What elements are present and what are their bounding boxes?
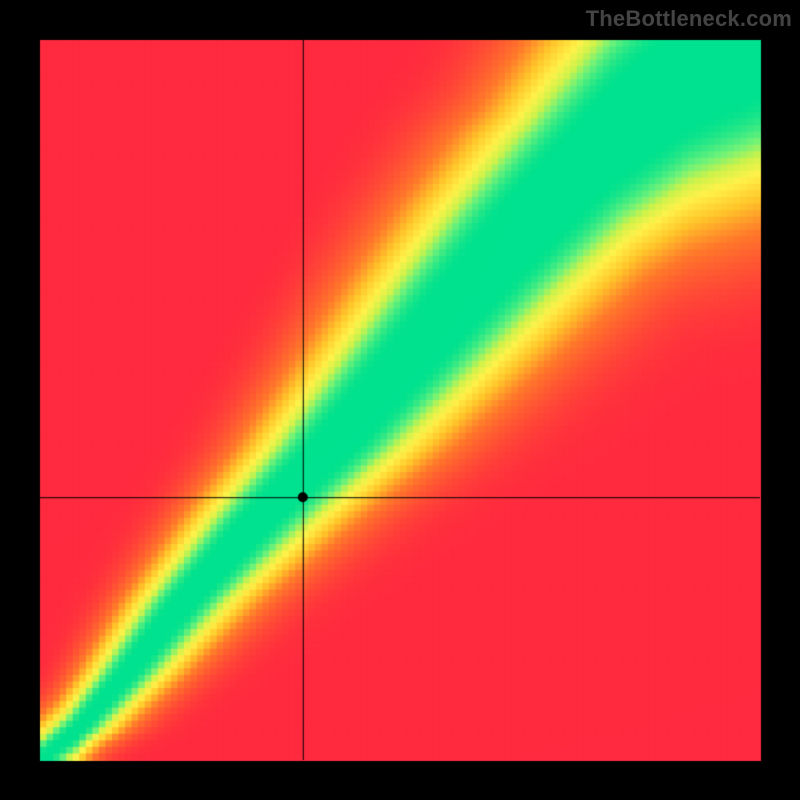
watermark-text: TheBottleneck.com [586, 6, 792, 32]
bottleneck-heatmap-canvas [0, 0, 800, 800]
